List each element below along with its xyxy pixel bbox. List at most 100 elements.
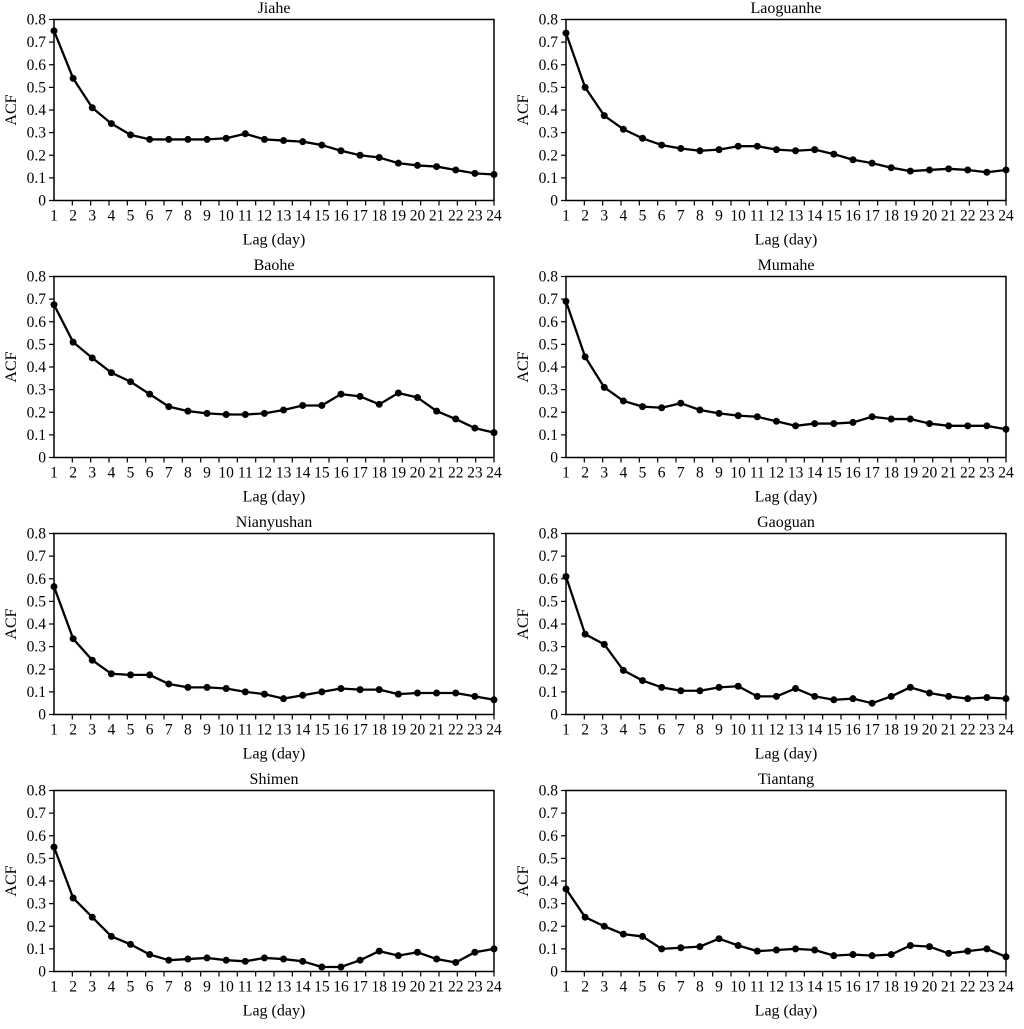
data-point xyxy=(471,424,479,432)
chart-title: Jiahe xyxy=(258,0,291,17)
x-tick-label: 7 xyxy=(677,208,685,225)
data-point xyxy=(830,420,838,428)
data-point xyxy=(964,422,972,430)
x-tick-label: 15 xyxy=(314,465,330,482)
x-tick-label: 3 xyxy=(600,208,608,225)
y-tick-label: 0.3 xyxy=(539,639,559,656)
y-axis-label: ACF xyxy=(3,94,20,125)
data-point xyxy=(280,137,288,145)
data-point xyxy=(452,689,460,697)
x-tick-label: 7 xyxy=(165,722,173,739)
y-tick-label: 0.6 xyxy=(539,57,559,74)
x-tick-label: 22 xyxy=(960,465,976,482)
x-tick-label: 14 xyxy=(295,979,311,996)
data-point xyxy=(69,894,77,902)
x-tick-label: 1 xyxy=(50,722,58,739)
x-tick-label: 16 xyxy=(333,465,349,482)
x-tick-label: 5 xyxy=(127,979,135,996)
data-point xyxy=(677,399,685,407)
data-point xyxy=(772,946,780,954)
data-point xyxy=(677,144,685,152)
x-tick-label: 7 xyxy=(165,208,173,225)
data-point xyxy=(925,420,933,428)
y-tick-label: 0 xyxy=(38,707,46,724)
data-point xyxy=(849,418,857,426)
data-point xyxy=(203,409,211,417)
data-point xyxy=(753,947,761,955)
x-tick-label: 3 xyxy=(88,979,96,996)
data-point xyxy=(452,958,460,966)
y-tick-label: 0.7 xyxy=(539,34,559,51)
data-point xyxy=(375,947,383,955)
data-point xyxy=(260,954,268,962)
x-tick-label: 5 xyxy=(639,465,647,482)
data-point xyxy=(925,689,933,697)
data-point xyxy=(337,963,345,971)
x-tick-label: 18 xyxy=(371,465,387,482)
x-tick-label: 4 xyxy=(620,465,628,482)
data-point xyxy=(696,406,704,414)
y-tick-label: 0 xyxy=(550,707,558,724)
data-point xyxy=(88,354,96,362)
x-tick-label: 9 xyxy=(203,722,211,739)
plot-border xyxy=(565,275,1007,459)
x-tick-label: 21 xyxy=(941,979,957,996)
y-tick-label: 0 xyxy=(550,193,558,210)
x-tick-label: 4 xyxy=(620,722,628,739)
x-axis-label: Lag (day) xyxy=(243,489,306,506)
x-tick-label: 13 xyxy=(276,208,292,225)
data-point xyxy=(677,687,685,695)
x-tick-label: 24 xyxy=(486,979,502,996)
data-point xyxy=(639,677,647,685)
data-point xyxy=(734,412,742,420)
data-point xyxy=(715,146,723,154)
data-point xyxy=(677,944,685,952)
x-tick-label: 17 xyxy=(352,465,368,482)
data-point xyxy=(639,932,647,940)
plot-border xyxy=(565,789,1007,973)
data-point xyxy=(811,946,819,954)
x-tick-label: 4 xyxy=(108,979,116,996)
data-point xyxy=(868,699,876,707)
x-tick-label: 15 xyxy=(314,722,330,739)
x-tick-label: 2 xyxy=(581,465,589,482)
data-point xyxy=(127,671,135,679)
x-tick-label: 22 xyxy=(960,979,976,996)
x-tick-label: 3 xyxy=(88,208,96,225)
x-tick-label: 2 xyxy=(69,208,77,225)
x-tick-label: 19 xyxy=(391,722,407,739)
chart-title: Mumahe xyxy=(758,257,815,274)
data-point xyxy=(433,163,441,171)
data-point xyxy=(983,422,991,430)
plot-border xyxy=(53,532,495,716)
data-point xyxy=(945,165,953,173)
data-point xyxy=(241,957,249,965)
data-point xyxy=(868,159,876,167)
data-point xyxy=(260,135,268,143)
y-tick-label: 0.4 xyxy=(27,616,47,633)
data-point xyxy=(69,635,77,643)
x-tick-label: 16 xyxy=(333,208,349,225)
x-tick-label: 4 xyxy=(620,208,628,225)
x-tick-label: 23 xyxy=(467,208,483,225)
x-tick-label: 20 xyxy=(410,979,426,996)
x-tick-label: 10 xyxy=(218,979,234,996)
data-point xyxy=(107,369,115,377)
y-tick-label: 0.8 xyxy=(539,12,559,29)
data-point xyxy=(753,692,761,700)
x-axis-label: Lag (day) xyxy=(755,1003,818,1020)
data-point xyxy=(562,297,570,305)
chart-canvas: 00.10.20.30.40.50.60.70.81 2 3 4 5 6 7 8 9 10 11 12… xyxy=(3,771,502,1020)
y-tick-label: 0.2 xyxy=(27,661,46,678)
x-tick-label: 12 xyxy=(257,208,273,225)
x-tick-label: 5 xyxy=(127,722,135,739)
x-tick-label: 24 xyxy=(486,208,502,225)
x-tick-label: 23 xyxy=(979,208,995,225)
x-tick-label: 8 xyxy=(184,465,192,482)
chart-canvas: 00.10.20.30.40.50.60.70.81 2 3 4 5 6 7 8 9 10 11 12… xyxy=(515,514,1014,763)
y-tick-label: 0 xyxy=(38,450,46,467)
acf-series-line xyxy=(52,845,496,969)
data-point xyxy=(471,169,479,177)
x-tick-label: 16 xyxy=(845,208,861,225)
x-tick-label: 13 xyxy=(788,208,804,225)
